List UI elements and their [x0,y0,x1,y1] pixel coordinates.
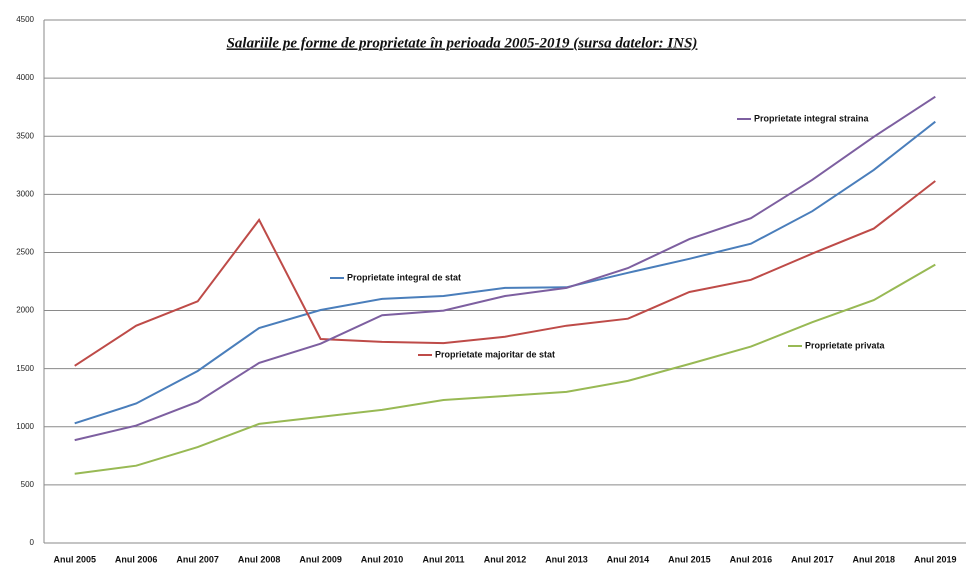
y-tick-label: 0 [30,538,35,547]
x-tick-label: Anul 2008 [238,554,281,564]
y-tick-label: 4000 [16,73,34,82]
x-tick-label: Anul 2007 [176,554,219,564]
series-label: Proprietate integral de stat [347,272,461,282]
series-line [74,120,936,425]
y-tick-label: 1000 [16,422,34,431]
x-tick-label: Anul 2016 [730,554,773,564]
x-tick-label: Anul 2005 [53,554,96,564]
y-tick-label: 2000 [16,306,34,315]
x-tick-label: Anul 2013 [545,554,588,564]
series-label: Proprietate privata [805,340,886,350]
y-tick-label: 2500 [16,248,34,257]
x-tick-label: Anul 2019 [914,554,957,564]
x-tick-label: Anul 2017 [791,554,834,564]
y-tick-label: 3000 [16,189,34,198]
x-tick-label: Anul 2014 [607,554,650,564]
y-tick-label: 1500 [16,364,34,373]
x-tick-label: Anul 2009 [299,554,342,564]
series-line [74,180,936,367]
series-line [74,95,936,442]
x-tick-label: Anul 2010 [361,554,404,564]
y-tick-label: 3500 [16,131,34,140]
x-tick-label: Anul 2018 [853,554,896,564]
y-tick-label: 4500 [16,15,34,24]
series-line [74,263,936,475]
x-tick-label: Anul 2006 [115,554,158,564]
series-label: Proprietate majoritar de stat [435,349,555,359]
series-label: Proprietate integral straina [754,113,870,123]
y-tick-label: 500 [21,480,35,489]
chart-title: Salariile pe forme de proprietate în per… [227,35,698,51]
x-tick-label: Anul 2015 [668,554,711,564]
x-tick-label: Anul 2012 [484,554,527,564]
x-tick-label: Anul 2011 [423,554,465,564]
